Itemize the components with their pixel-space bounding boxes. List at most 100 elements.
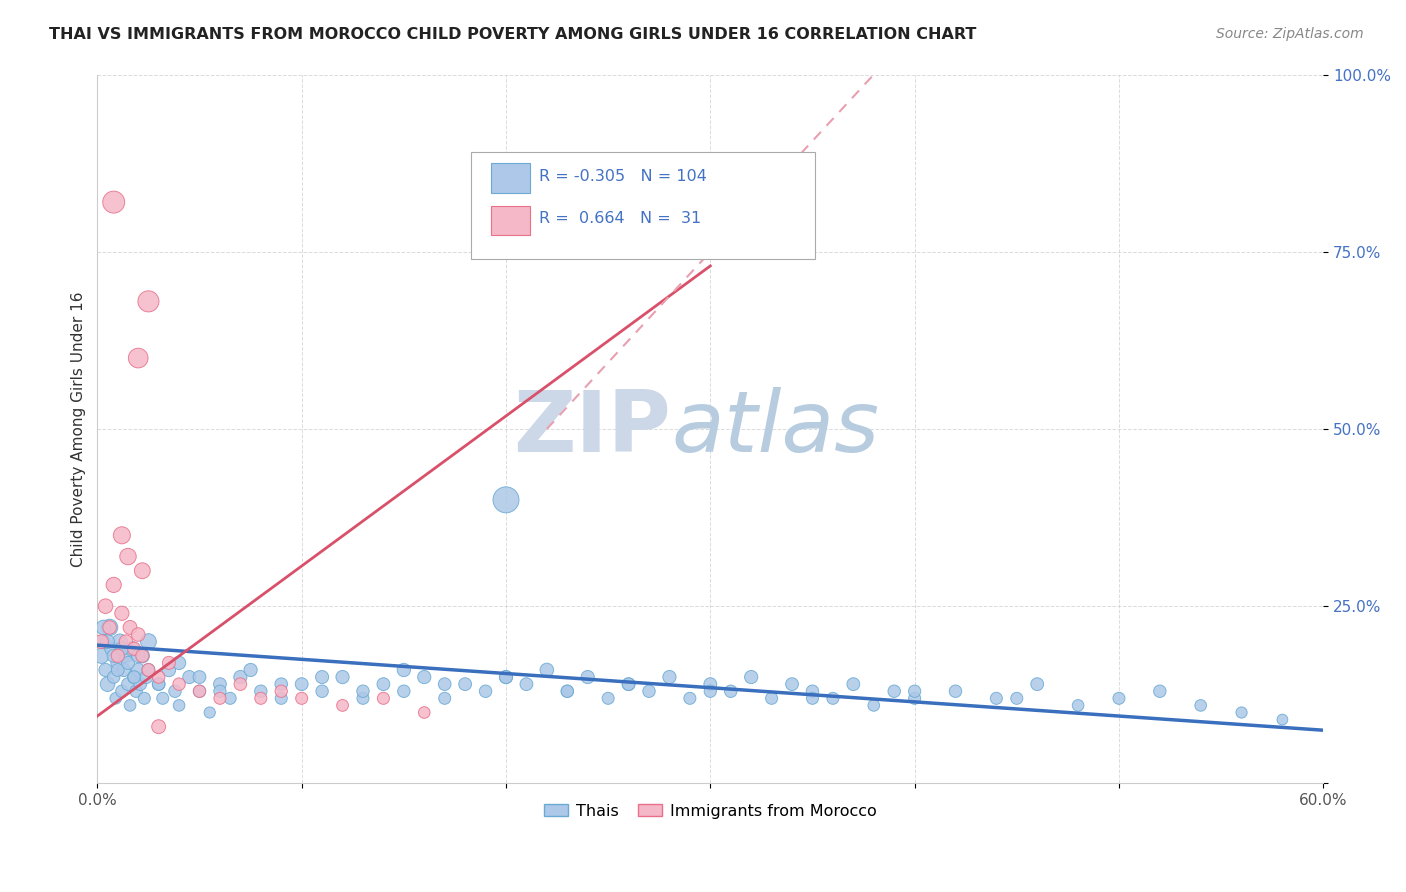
- Text: atlas: atlas: [671, 387, 879, 470]
- Point: [1067, 698, 1090, 713]
- Point: [108, 634, 131, 648]
- Point: [598, 691, 620, 706]
- Point: [121, 641, 143, 656]
- Point: [474, 684, 496, 698]
- Point: [617, 677, 640, 691]
- Point: [291, 691, 314, 706]
- Point: [107, 648, 129, 663]
- Point: [495, 492, 517, 507]
- Point: [352, 691, 374, 706]
- Legend: Thais, Immigrants from Morocco: Thais, Immigrants from Morocco: [537, 797, 883, 825]
- Y-axis label: Child Poverty Among Girls Under 16: Child Poverty Among Girls Under 16: [72, 291, 86, 566]
- Point: [98, 620, 121, 634]
- Point: [127, 663, 149, 677]
- Point: [883, 684, 905, 698]
- Point: [392, 684, 415, 698]
- Point: [413, 670, 436, 684]
- Point: [122, 670, 145, 684]
- Point: [127, 351, 149, 365]
- Point: [134, 691, 156, 706]
- Point: [131, 648, 153, 663]
- Point: [107, 656, 129, 670]
- Point: [138, 294, 160, 309]
- Point: [122, 670, 145, 684]
- FancyBboxPatch shape: [491, 206, 530, 235]
- Point: [118, 698, 141, 713]
- Point: [188, 684, 211, 698]
- Point: [229, 670, 252, 684]
- Point: [555, 684, 578, 698]
- Point: [373, 691, 395, 706]
- Point: [122, 641, 145, 656]
- Text: R = -0.305   N = 104: R = -0.305 N = 104: [538, 169, 707, 184]
- Point: [1108, 691, 1130, 706]
- Point: [115, 648, 138, 663]
- Point: [98, 620, 121, 634]
- Point: [291, 677, 314, 691]
- Point: [103, 195, 125, 210]
- Point: [188, 684, 211, 698]
- Point: [239, 663, 262, 677]
- Point: [93, 620, 115, 634]
- Point: [117, 656, 139, 670]
- Point: [111, 528, 134, 542]
- Point: [138, 634, 160, 648]
- Point: [617, 677, 640, 691]
- Point: [125, 684, 148, 698]
- Point: [270, 691, 292, 706]
- Point: [229, 677, 252, 691]
- Point: [167, 677, 190, 691]
- Point: [131, 648, 153, 663]
- Point: [679, 691, 702, 706]
- Point: [699, 684, 721, 698]
- Point: [801, 684, 824, 698]
- Point: [138, 663, 160, 677]
- Point: [311, 670, 333, 684]
- Point: [208, 691, 231, 706]
- Point: [311, 684, 333, 698]
- Point: [157, 656, 180, 670]
- Text: R =  0.664   N =  31: R = 0.664 N = 31: [538, 211, 702, 226]
- Point: [270, 677, 292, 691]
- Point: [821, 691, 844, 706]
- Point: [100, 641, 122, 656]
- Point: [495, 670, 517, 684]
- Point: [332, 670, 354, 684]
- Point: [117, 549, 139, 564]
- Point: [111, 684, 134, 698]
- Point: [842, 677, 865, 691]
- Point: [1026, 677, 1049, 691]
- Point: [1230, 706, 1253, 720]
- FancyBboxPatch shape: [491, 163, 530, 193]
- Point: [107, 663, 129, 677]
- Point: [97, 677, 120, 691]
- Point: [904, 691, 927, 706]
- Point: [1149, 684, 1171, 698]
- Point: [112, 663, 135, 677]
- Point: [1271, 713, 1294, 727]
- Point: [249, 691, 271, 706]
- Point: [270, 684, 292, 698]
- Point: [94, 663, 117, 677]
- Point: [761, 691, 783, 706]
- Point: [1189, 698, 1212, 713]
- Point: [103, 578, 125, 592]
- Point: [152, 691, 174, 706]
- Point: [904, 684, 927, 698]
- Point: [249, 684, 271, 698]
- Point: [495, 670, 517, 684]
- Point: [413, 706, 436, 720]
- Point: [148, 670, 170, 684]
- Point: [433, 691, 456, 706]
- Point: [740, 670, 762, 684]
- Point: [90, 648, 112, 663]
- Point: [148, 677, 170, 691]
- Point: [163, 684, 186, 698]
- Point: [536, 663, 558, 677]
- Point: [118, 620, 141, 634]
- Point: [97, 634, 120, 648]
- Point: [103, 670, 125, 684]
- Point: [111, 641, 134, 656]
- Point: [208, 677, 231, 691]
- FancyBboxPatch shape: [471, 153, 814, 259]
